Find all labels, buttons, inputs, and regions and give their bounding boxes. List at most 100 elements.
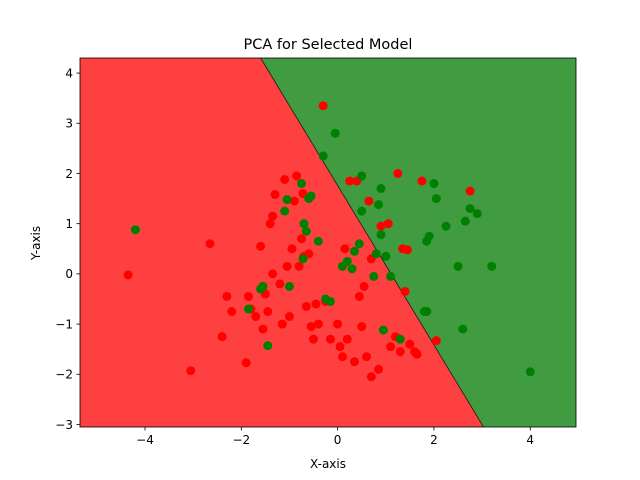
- green-point: [258, 281, 268, 291]
- green-point: [487, 261, 497, 271]
- green-point: [357, 171, 367, 181]
- green-point: [378, 325, 388, 335]
- red-point: [412, 349, 422, 359]
- red-point: [241, 358, 251, 368]
- x-tick-label: 0: [334, 433, 342, 447]
- green-point: [395, 334, 405, 344]
- green-point: [263, 341, 273, 351]
- green-point: [298, 254, 308, 264]
- red-point: [340, 244, 350, 254]
- green-point: [525, 367, 535, 377]
- data-points: [123, 101, 535, 382]
- axes-frame: [79, 57, 577, 428]
- green-point: [325, 296, 335, 306]
- green-point: [313, 236, 323, 246]
- red-point: [400, 286, 410, 296]
- red-point: [284, 312, 294, 322]
- decision-boundary-line: [260, 57, 484, 428]
- y-tick-label: −3: [55, 418, 73, 432]
- red-point: [402, 245, 412, 255]
- red-point: [292, 171, 302, 181]
- green-point: [280, 206, 290, 216]
- red-point: [345, 176, 355, 186]
- red-point: [383, 219, 393, 229]
- red-point: [364, 196, 374, 206]
- green-point: [424, 231, 434, 241]
- chart-title: PCA for Selected Model: [244, 37, 413, 53]
- green-point: [381, 251, 391, 261]
- green-point: [342, 256, 352, 266]
- x-tick-label: 2: [430, 433, 438, 447]
- red-point: [282, 261, 292, 271]
- decision-region-right: [260, 58, 576, 427]
- red-point: [280, 174, 290, 184]
- red-point: [366, 372, 376, 382]
- red-point: [268, 211, 278, 221]
- y-axis-label: Y-axis: [29, 226, 43, 261]
- red-point: [289, 196, 299, 206]
- green-point: [299, 219, 309, 229]
- red-point: [318, 101, 328, 111]
- red-point: [301, 302, 311, 312]
- green-point: [472, 209, 482, 219]
- green-point: [354, 239, 364, 249]
- green-point: [431, 194, 441, 204]
- green-point: [282, 195, 292, 205]
- red-point: [405, 339, 415, 349]
- red-point: [465, 186, 475, 196]
- red-point: [359, 281, 369, 291]
- green-point: [376, 230, 386, 240]
- green-point: [306, 191, 316, 201]
- green-point: [284, 281, 294, 291]
- red-point: [342, 334, 352, 344]
- y-tick-label: 0: [65, 267, 73, 281]
- x-tick-label: 4: [526, 433, 534, 447]
- red-point: [417, 176, 427, 186]
- green-point: [301, 226, 311, 236]
- green-point: [244, 304, 254, 314]
- red-point: [374, 364, 384, 374]
- red-point: [386, 342, 396, 352]
- green-point: [441, 221, 451, 231]
- x-axis-ticks: −4 −2 0 2 4: [136, 427, 534, 447]
- green-point: [330, 128, 340, 138]
- red-point: [313, 319, 323, 329]
- red-point: [297, 234, 307, 244]
- green-point: [347, 264, 357, 274]
- red-point: [393, 168, 403, 178]
- green-point: [130, 225, 140, 235]
- red-point: [123, 270, 133, 280]
- x-axis-label: X-axis: [310, 457, 346, 471]
- green-point: [357, 206, 367, 216]
- red-point: [270, 190, 280, 200]
- red-point: [275, 279, 285, 289]
- red-point: [309, 334, 319, 344]
- red-point: [337, 352, 347, 362]
- red-point: [362, 352, 372, 362]
- y-tick-label: 2: [65, 167, 73, 181]
- y-tick-label: −2: [55, 368, 73, 382]
- red-point: [376, 221, 386, 231]
- green-point: [376, 184, 386, 194]
- red-point: [349, 357, 359, 367]
- green-point: [460, 216, 470, 226]
- red-point: [431, 336, 441, 346]
- red-point: [277, 319, 287, 329]
- y-tick-label: 4: [65, 66, 73, 80]
- red-point: [227, 307, 237, 317]
- green-point: [465, 204, 475, 214]
- red-point: [244, 291, 254, 301]
- red-point: [217, 332, 227, 342]
- red-point: [251, 312, 261, 322]
- red-point: [335, 342, 345, 352]
- red-point: [354, 291, 364, 301]
- red-point: [333, 319, 343, 329]
- plot-area: [79, 57, 577, 428]
- x-tick-label: −4: [136, 433, 154, 447]
- green-point: [386, 271, 396, 281]
- green-point: [429, 179, 439, 189]
- red-point: [268, 269, 278, 279]
- green-point: [453, 261, 463, 271]
- green-point: [349, 246, 359, 256]
